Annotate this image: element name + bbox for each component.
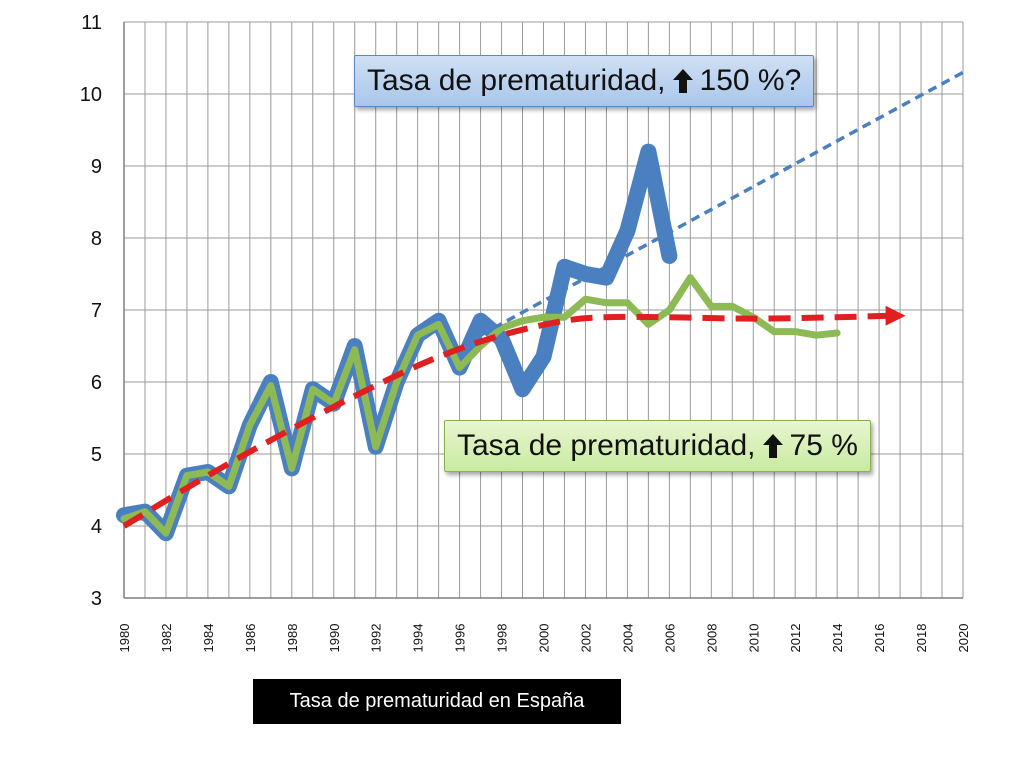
y-tick-label: 6	[91, 372, 102, 394]
series-line-green	[120, 274, 841, 537]
tick-labels: 3 4 5 6 7 8 9 10 11 1980 1982 1984 1986 1988 1990 1992 1…	[80, 12, 971, 652]
x-tick-label: 2016	[872, 624, 887, 653]
x-tick-label: 2010	[746, 624, 761, 653]
y-tick-label: 5	[91, 444, 102, 466]
up-arrow-icon	[762, 434, 783, 458]
x-tick-label: 2006	[662, 624, 677, 653]
trend-line-blue-dashed	[479, 70, 964, 337]
x-tick-label: 1992	[369, 624, 384, 653]
up-arrow-icon	[672, 69, 693, 93]
x-tick-label: 1996	[453, 624, 468, 653]
y-tick-label: 3	[91, 588, 102, 610]
series-group	[116, 70, 964, 542]
x-tick-label: 2020	[956, 624, 971, 653]
x-tick-label: 1990	[327, 624, 342, 653]
x-tick-label: 1986	[243, 624, 258, 653]
x-tick-label: 1988	[285, 624, 300, 653]
x-tick-label: 1998	[495, 624, 510, 653]
x-tick-label: 1994	[411, 624, 426, 653]
x-tick-label: 2018	[914, 624, 929, 653]
x-tick-label: 2002	[578, 624, 593, 653]
x-tick-label: 1984	[201, 624, 216, 653]
trend-line-red-dashed	[122, 312, 890, 529]
callout-75-percent: Tasa de prematuridad, 75 %	[444, 420, 871, 472]
y-tick-label: 4	[91, 516, 102, 538]
x-tick-label: 2008	[704, 624, 719, 653]
y-tick-label: 10	[80, 84, 102, 106]
x-tick-label: 2014	[830, 624, 845, 653]
y-tick-label: 8	[91, 228, 102, 250]
callout-green-prefix: Tasa de prematuridad,	[457, 429, 756, 462]
x-tick-label: 2012	[788, 624, 803, 653]
y-tick-label: 11	[81, 12, 102, 34]
y-tick-label: 9	[91, 156, 102, 178]
caption: Tasa de prematuridad en España	[253, 679, 621, 724]
x-tick-label: 2004	[620, 624, 635, 653]
x-tick-label: 2000	[537, 624, 552, 653]
callout-green-suffix: 75 %	[789, 429, 858, 462]
x-tick-label: 1980	[117, 624, 132, 653]
grid	[123, 21, 964, 599]
callout-blue-prefix: Tasa de prematuridad,	[367, 64, 666, 97]
trend-arrow-head	[885, 305, 906, 326]
callout-blue-suffix: 150 %?	[699, 64, 802, 97]
y-tick-label: 7	[91, 300, 102, 322]
callout-150-percent: Tasa de prematuridad, 150 %?	[354, 55, 815, 107]
axes	[123, 22, 963, 599]
x-tick-label: 1982	[159, 624, 174, 653]
